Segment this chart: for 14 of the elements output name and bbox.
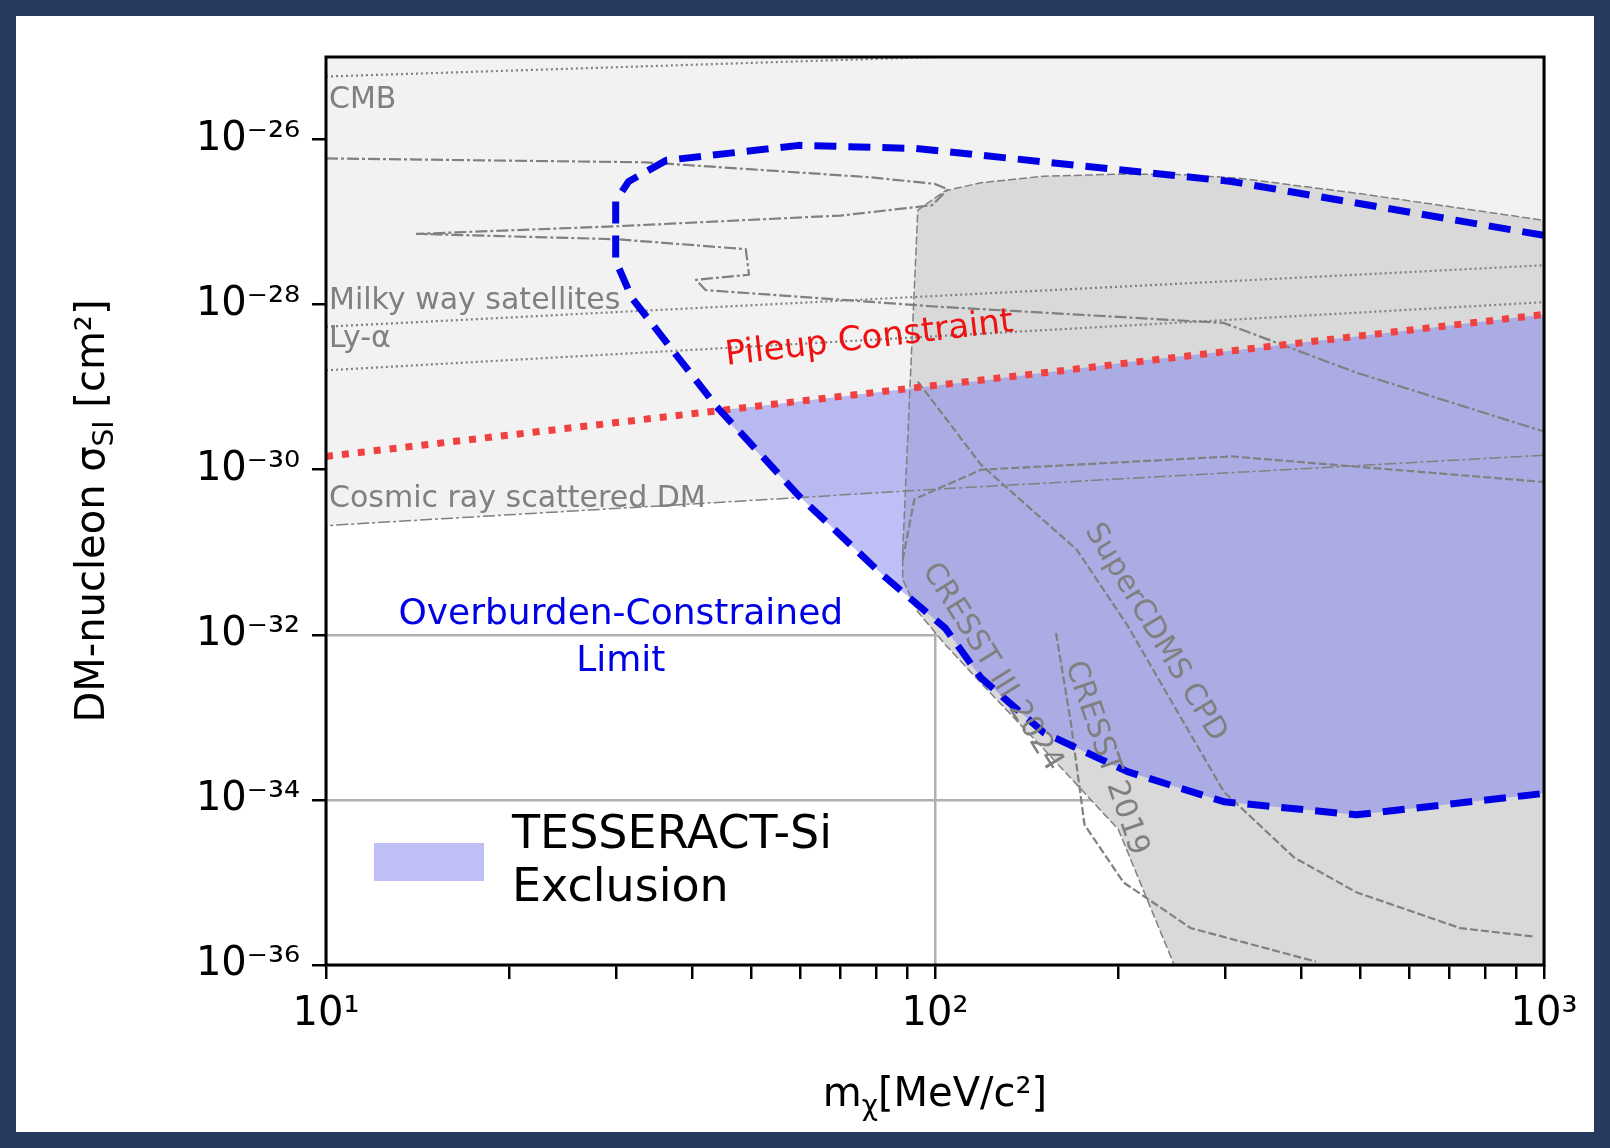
y-tick-label: 10⁻³⁴ <box>195 773 300 820</box>
y-tick-label: 10⁻³² <box>195 608 300 655</box>
annotation: Overburden-Constrained Limit <box>398 591 844 679</box>
annotation: Cosmic ray scattered DM <box>329 478 706 514</box>
x-tick-label: 10³ <box>1510 988 1578 1035</box>
y-tick-label: 10⁻²⁸ <box>195 278 300 325</box>
y-tick-label: 10⁻²⁶ <box>195 112 300 159</box>
annotation: CMB <box>329 79 397 115</box>
y-axis-title: DM-nucleon σSI [cm²] <box>67 299 121 723</box>
x-tick-label: 10¹ <box>292 988 360 1035</box>
x-tick-label: 10² <box>901 988 969 1035</box>
y-tick-label: 10⁻³⁶ <box>195 938 300 985</box>
legend-label: TESSERACT-Si Exclusion <box>511 804 832 912</box>
y-tick-label: 10⁻³⁰ <box>195 443 300 490</box>
